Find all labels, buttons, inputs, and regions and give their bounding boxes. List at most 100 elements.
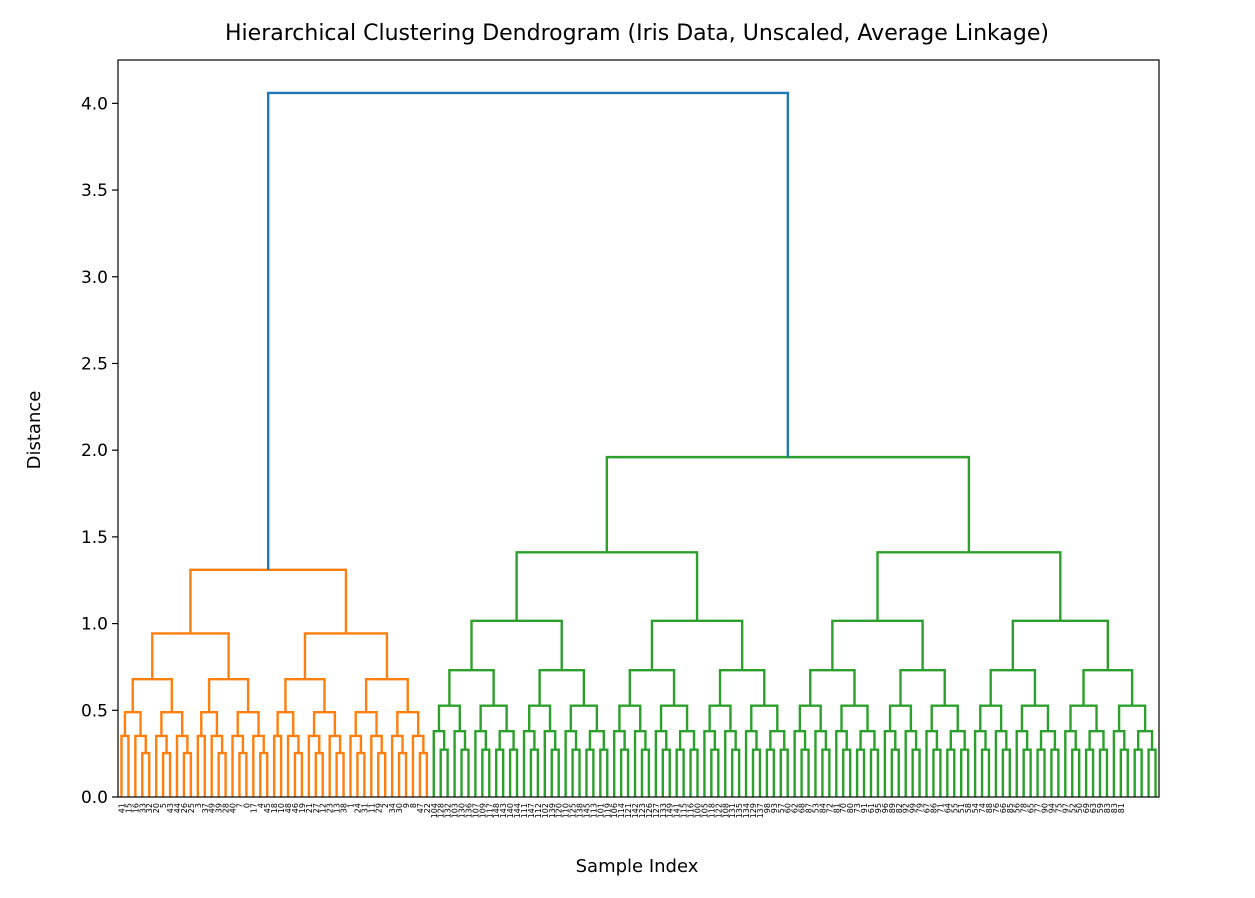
chart-title: Hierarchical Clustering Dendrogram (Iris… [225, 21, 1049, 46]
x-tick-label: 47 [416, 803, 425, 813]
x-tick-label: 104 [430, 803, 439, 818]
cluster-2-merge [798, 704, 822, 732]
x-tick-label: 63 [1089, 803, 1098, 813]
x-tick-label: 20 [152, 803, 161, 813]
cluster-1-merge [418, 751, 429, 797]
x-tick-label: 11 [367, 803, 376, 813]
x-tick-label: 60 [784, 803, 793, 813]
x-tick-label: 13 [333, 803, 342, 813]
cluster-1-merge [217, 751, 227, 797]
plot-frame [117, 59, 1160, 798]
cluster-2-merge [904, 730, 918, 797]
cluster-1-merge [161, 751, 172, 797]
cluster-2-merge [448, 668, 495, 706]
x-tick-label: 49 [208, 803, 217, 813]
x-tick-label: 4 [256, 803, 265, 808]
cluster-2-merge [888, 704, 913, 732]
x-tick-label: 115 [680, 803, 689, 818]
x-tick-label: 56 [1013, 803, 1022, 813]
cluster-2-merge [750, 704, 779, 732]
cluster-2-merge [1119, 748, 1129, 797]
x-tick-label: 84 [818, 803, 827, 813]
x-tick-label: 48 [284, 803, 293, 813]
cluster-2-merge [571, 748, 581, 797]
x-tick-label: 16 [131, 803, 140, 813]
cluster-1-merge [303, 632, 389, 680]
x-tick-label: 137 [756, 803, 765, 818]
x-tick-label: 141 [673, 803, 682, 818]
cluster-2-merge [481, 748, 491, 797]
cluster-1-merge [328, 734, 342, 797]
cluster-2-merge [989, 668, 1037, 706]
x-tick-label: 9 [402, 803, 411, 808]
x-tick-label: 53 [811, 803, 820, 813]
cluster-1-merge [307, 734, 321, 797]
cluster-1-merge [210, 734, 224, 797]
x-tick-label: 32 [145, 803, 154, 813]
cluster-1-merge [370, 734, 383, 797]
cluster-1-merge [141, 751, 151, 797]
x-tick-label: 105 [700, 803, 709, 818]
cluster-1-merge [154, 734, 168, 797]
x-tick-label: 143 [499, 803, 508, 818]
x-tick-label: 111 [520, 803, 529, 818]
x-tick-label: 136 [464, 803, 473, 818]
cluster-2-merge [840, 704, 869, 732]
cluster-2-merge [809, 668, 856, 706]
cluster-2-merge [633, 730, 647, 797]
x-tick-label: 142 [631, 803, 640, 818]
x-tick-label: 51 [957, 803, 966, 813]
cluster-2-merge [515, 551, 699, 621]
cluster-2-merge [876, 551, 1062, 621]
x-tick-label: 69 [1082, 803, 1091, 813]
cluster-2-merge [628, 668, 676, 706]
cluster-2-merge [1020, 704, 1050, 732]
cluster-2-merge [994, 730, 1008, 797]
cluster-2-merge [437, 704, 461, 732]
cluster-2-merge [1133, 748, 1143, 797]
x-tick-label: 113 [589, 803, 598, 818]
x-tick-label: 65 [1027, 803, 1036, 813]
x-tick-label: 131 [728, 803, 737, 818]
x-tick-label: 106 [610, 803, 619, 818]
x-tick-label: 96 [881, 803, 890, 813]
cluster-2-merge [979, 704, 1003, 732]
x-tick-label: 50 [1075, 803, 1084, 813]
x-tick-label: 107 [471, 803, 480, 818]
cluster-1-merge [182, 751, 193, 797]
cluster-2-merge [1082, 668, 1134, 706]
x-tick-label: 8 [409, 803, 418, 808]
cluster-1-merge [252, 734, 265, 797]
x-tick-label: 70 [839, 803, 848, 813]
x-tick-label: 83 [1110, 803, 1119, 813]
cluster-2-merge [1071, 748, 1081, 797]
cluster-2-merge [1112, 730, 1126, 797]
x-tick-label: 101 [596, 803, 605, 818]
cluster-2-merge [946, 748, 956, 797]
x-tick-label: 130 [458, 803, 467, 818]
x-tick-label: 44 [173, 803, 182, 813]
cluster-2-merge [710, 748, 720, 797]
cluster-2-merge [831, 619, 924, 671]
cluster-2-merge [980, 748, 991, 797]
cluster-2-merge [842, 748, 852, 797]
cluster-1-merge [196, 734, 206, 797]
cluster-2-merge [751, 748, 762, 797]
x-tick-label: 144 [513, 803, 522, 818]
x-tick-label: 99 [909, 803, 918, 813]
cluster-1-merge [276, 711, 295, 736]
x-tick-label: 148 [492, 803, 501, 818]
x-tick-label: 118 [707, 803, 716, 818]
x-tick-label: 62 [791, 803, 800, 813]
cluster-1-merge [134, 734, 147, 797]
x-tick-label: 125 [569, 803, 578, 818]
x-tick-label: 72 [825, 803, 834, 813]
x-tick-label: 39 [215, 803, 224, 813]
x-tick-label: 149 [666, 803, 675, 818]
x-tick-label: 25 [187, 803, 196, 813]
y-tick-label: 2.5 [81, 354, 108, 374]
cluster-2-merge [765, 748, 776, 797]
cluster-2-merge [474, 730, 488, 797]
x-tick-label: 76 [992, 803, 1001, 813]
cluster-2-merge [960, 748, 970, 797]
